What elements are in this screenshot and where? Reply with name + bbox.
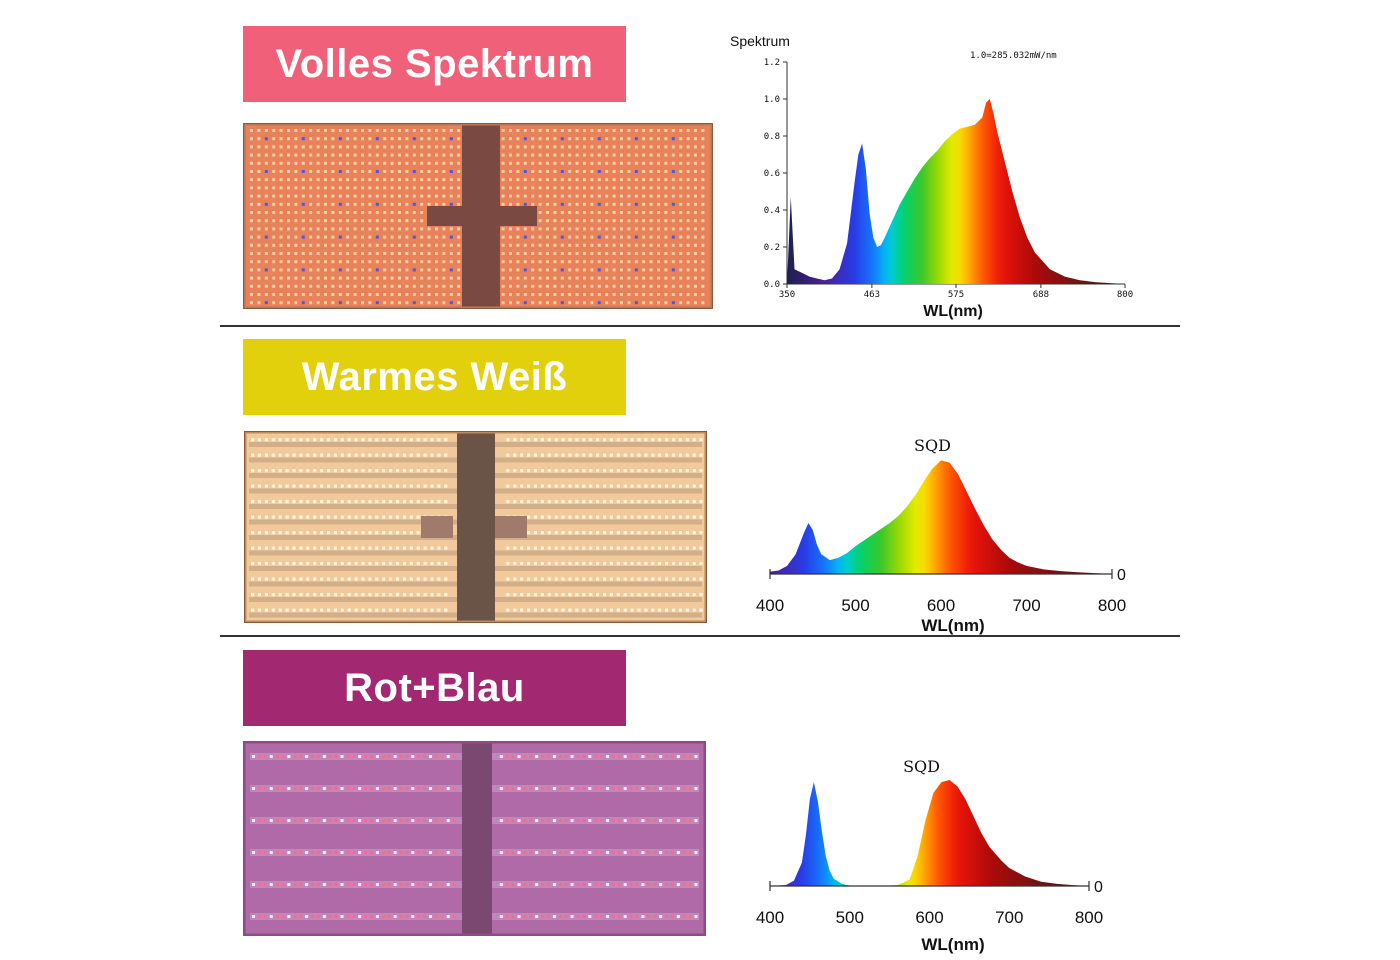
chart-title: SQD	[903, 757, 940, 776]
x-tick-label: 700	[995, 908, 1023, 927]
banner-full-spectrum: Volles Spektrum	[243, 26, 626, 102]
led-grid	[250, 129, 705, 305]
spectrum-chart-red-blue: 0 SQD 400 500 600 700 800 WL(nm)	[740, 752, 1160, 960]
x-tick-label: 400	[756, 908, 784, 927]
panel-center-bar	[457, 432, 495, 622]
spectrum-chart-red-blue-svg: 0 SQD 400 500 600 700 800 WL(nm)	[756, 757, 1103, 954]
panel-mount-bar	[427, 206, 537, 226]
spectrum-area	[770, 780, 1089, 886]
spectrum-chart-warm: 0 SQD 400 500 600 700 800 WL(nm)	[740, 430, 1160, 640]
y-tick-label: 0.6	[764, 169, 780, 179]
led-panel-warm-white-image	[245, 432, 706, 622]
chart-title: Spektrum	[730, 33, 790, 49]
spectrum-chart-full-svg: Spektrum 1.0=285.032mW/nm 0.0 0.2 0.4 0.6 0.8 1…	[730, 33, 1133, 320]
zero-label: 0	[1094, 879, 1103, 896]
spectrum-chart-full: Spektrum 1.0=285.032mW/nm 0.0 0.2 0.4 0.6 0.8 1…	[720, 28, 1160, 323]
spectrum-area	[787, 99, 1125, 284]
spectrum-area	[770, 460, 1112, 574]
chart-title: SQD	[914, 436, 951, 455]
x-tick-label: 600	[927, 596, 955, 615]
led-panel-full-spectrum	[243, 123, 713, 309]
x-axis-label: WL(nm)	[921, 935, 984, 954]
led-panel-red-blue-image	[244, 742, 705, 935]
section-divider	[220, 325, 1180, 327]
banner-warm-white: Warmes Weiß	[243, 339, 626, 415]
x-tick-label: 600	[915, 908, 943, 927]
y-tick-label: 1.2	[764, 58, 780, 68]
x-tick-label: 400	[756, 596, 784, 615]
y-tick-label: 0.2	[764, 243, 780, 253]
x-tick-label: 700	[1012, 596, 1040, 615]
spectrum-chart-warm-svg: 0 SQD 400 500 600 700 800 WL(nm)	[756, 436, 1126, 635]
x-tick-label: 800	[1075, 908, 1103, 927]
chart-annotation: 1.0=285.032mW/nm	[970, 51, 1057, 61]
y-tick-label: 1.0	[764, 95, 780, 105]
panel-center-bar	[462, 742, 492, 935]
chart-axes	[769, 881, 1090, 891]
zero-label: 0	[1117, 567, 1126, 584]
x-tick-label: 800	[1098, 596, 1126, 615]
x-tick-label: 800	[1117, 290, 1133, 300]
x-tick-label: 463	[864, 290, 880, 300]
x-tick-label: 500	[836, 908, 864, 927]
panel-mount-left	[421, 516, 453, 538]
led-panel-red-blue	[243, 741, 706, 936]
chart-axes	[769, 569, 1113, 579]
panel-mount-right	[495, 516, 527, 538]
y-tick-label: 0.4	[764, 206, 780, 216]
x-axis-label: WL(nm)	[923, 303, 983, 320]
x-tick-label: 350	[779, 290, 795, 300]
x-axis-label: WL(nm)	[921, 616, 984, 635]
led-panel-full-spectrum-image	[244, 124, 712, 308]
section-divider	[220, 635, 1180, 637]
x-tick-label: 575	[948, 290, 964, 300]
y-tick-label: 0.0	[764, 280, 780, 290]
x-tick-label: 500	[841, 596, 869, 615]
x-tick-label: 688	[1033, 290, 1049, 300]
y-tick-label: 0.8	[764, 132, 780, 142]
banner-red-blue: Rot+Blau	[243, 650, 626, 726]
led-panel-warm-white	[244, 431, 707, 623]
